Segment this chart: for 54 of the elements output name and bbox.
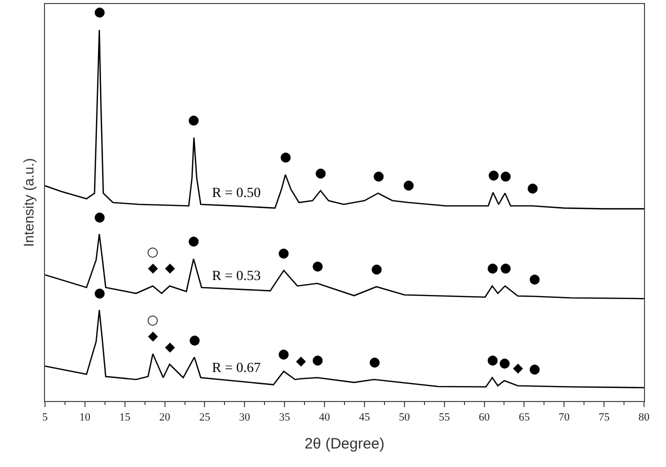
x-tick-label: 15 [119, 411, 131, 424]
annotation: ◆ [513, 361, 523, 376]
x-tick-label: 5 [42, 411, 48, 424]
annotation: ● [188, 234, 200, 249]
annotation: ● [529, 272, 540, 287]
annotation: ● [312, 259, 324, 274]
annotation: ● [280, 150, 292, 165]
x-tick-label: 55 [438, 411, 450, 424]
x-tick-label: 45 [358, 411, 370, 424]
x-tick-label: 20 [159, 411, 171, 424]
annotation: ● [500, 169, 512, 184]
series-label: R = 0.50 [212, 186, 261, 201]
x-tick-label: 60 [478, 411, 490, 424]
series-label: R = 0.53 [212, 269, 261, 284]
x-tick-label: 35 [279, 411, 291, 424]
x-tick-label: 30 [239, 411, 251, 424]
annotation: ● [487, 353, 498, 368]
annotation: ● [278, 347, 290, 362]
annotation: ● [312, 353, 324, 368]
x-tick-label: 50 [398, 411, 410, 424]
annotation: ● [499, 356, 510, 371]
annotation: ● [373, 169, 384, 184]
annotation: ○ [147, 245, 158, 260]
x-tick-label: 75 [598, 411, 610, 424]
annotation: ● [488, 168, 500, 183]
x-tick-label: 25 [199, 411, 211, 424]
x-tick-label: 70 [558, 411, 570, 424]
annotation: ● [403, 178, 414, 193]
annotation: ● [527, 181, 538, 196]
annotation: ● [315, 166, 326, 181]
annotation: ● [487, 261, 498, 276]
annotation: ● [500, 261, 512, 276]
annotation: ● [369, 355, 380, 370]
annotation: ● [189, 333, 200, 348]
x-tick-label: 10 [79, 411, 91, 424]
annotation: ● [371, 262, 382, 277]
x-tick-label: 40 [319, 411, 331, 424]
x-axis-title: 2θ (Degree) [304, 435, 385, 452]
annotation: ◆ [165, 340, 175, 355]
annotation: ● [94, 286, 106, 301]
x-tick-label: 80 [638, 411, 650, 424]
annotation: ● [94, 5, 106, 20]
annotation: ◆ [296, 354, 306, 369]
annotation: ● [94, 210, 106, 225]
series-label: R = 0.67 [212, 361, 261, 376]
annotation: ◆ [165, 261, 175, 276]
annotation: ● [529, 362, 540, 377]
x-tick-label: 65 [518, 411, 530, 424]
annotation: ◆ [148, 261, 158, 276]
y-axis-title: Intensity (a.u.) [20, 158, 36, 247]
annotation: ○ [147, 313, 158, 328]
annotation: ◆ [148, 329, 158, 344]
annotation: ● [278, 246, 290, 261]
annotation: ● [188, 113, 200, 128]
